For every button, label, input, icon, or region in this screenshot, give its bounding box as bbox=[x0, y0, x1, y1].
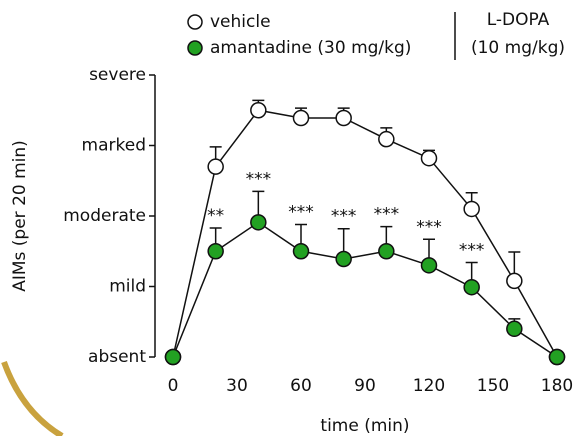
data-point bbox=[463, 278, 480, 296]
legend-note: (10 mg/kg) bbox=[471, 38, 565, 58]
x-tick-label: 90 bbox=[354, 376, 376, 396]
x-tick-label: 30 bbox=[226, 376, 248, 396]
data-point bbox=[420, 149, 438, 167]
y-tick-label: severe bbox=[89, 65, 146, 85]
data-point bbox=[250, 102, 267, 119]
series-line bbox=[172, 221, 558, 358]
significance-label: *** bbox=[331, 207, 357, 227]
x-axis-label: time (min) bbox=[320, 416, 409, 436]
x-tick-label: 150 bbox=[477, 376, 509, 396]
data-point bbox=[207, 243, 224, 260]
data-point bbox=[420, 257, 438, 274]
data-point bbox=[335, 250, 352, 268]
data-point bbox=[164, 348, 182, 366]
significance-label: *** bbox=[459, 241, 485, 261]
data-point bbox=[463, 200, 480, 218]
significance-label: ** bbox=[207, 206, 224, 226]
data-point bbox=[548, 348, 566, 366]
x-tick-label: 120 bbox=[413, 376, 445, 396]
data-point bbox=[378, 130, 395, 148]
data-point bbox=[506, 320, 523, 338]
series-line bbox=[172, 109, 558, 358]
data-point bbox=[378, 243, 395, 260]
legend-marker bbox=[187, 40, 203, 56]
decoration-arc bbox=[1, 360, 64, 439]
significance-label: *** bbox=[374, 205, 400, 225]
y-tick-label: marked bbox=[82, 136, 146, 156]
data-point bbox=[506, 272, 523, 290]
x-tick-label: 60 bbox=[290, 376, 312, 396]
legend-marker bbox=[187, 14, 203, 30]
significance-label: *** bbox=[288, 202, 314, 222]
legend-note: L-DOPA bbox=[487, 10, 550, 30]
data-point bbox=[335, 109, 352, 127]
data-point bbox=[292, 109, 310, 127]
x-tick-label: 0 bbox=[168, 376, 179, 396]
significance-label: *** bbox=[416, 217, 442, 237]
data-point bbox=[207, 158, 224, 175]
y-axis-label: AIMs (per 20 min) bbox=[10, 140, 30, 292]
data-point bbox=[292, 243, 310, 260]
y-tick-label: absent bbox=[88, 347, 146, 367]
legend-label: vehicle bbox=[210, 12, 271, 32]
y-tick-label: moderate bbox=[63, 206, 146, 226]
data-point bbox=[250, 214, 267, 231]
y-tick-label: mild bbox=[109, 277, 146, 297]
x-tick-label: 180 bbox=[541, 376, 573, 396]
significance-label: *** bbox=[246, 169, 272, 189]
legend-label: amantadine (30 mg/kg) bbox=[210, 38, 411, 58]
